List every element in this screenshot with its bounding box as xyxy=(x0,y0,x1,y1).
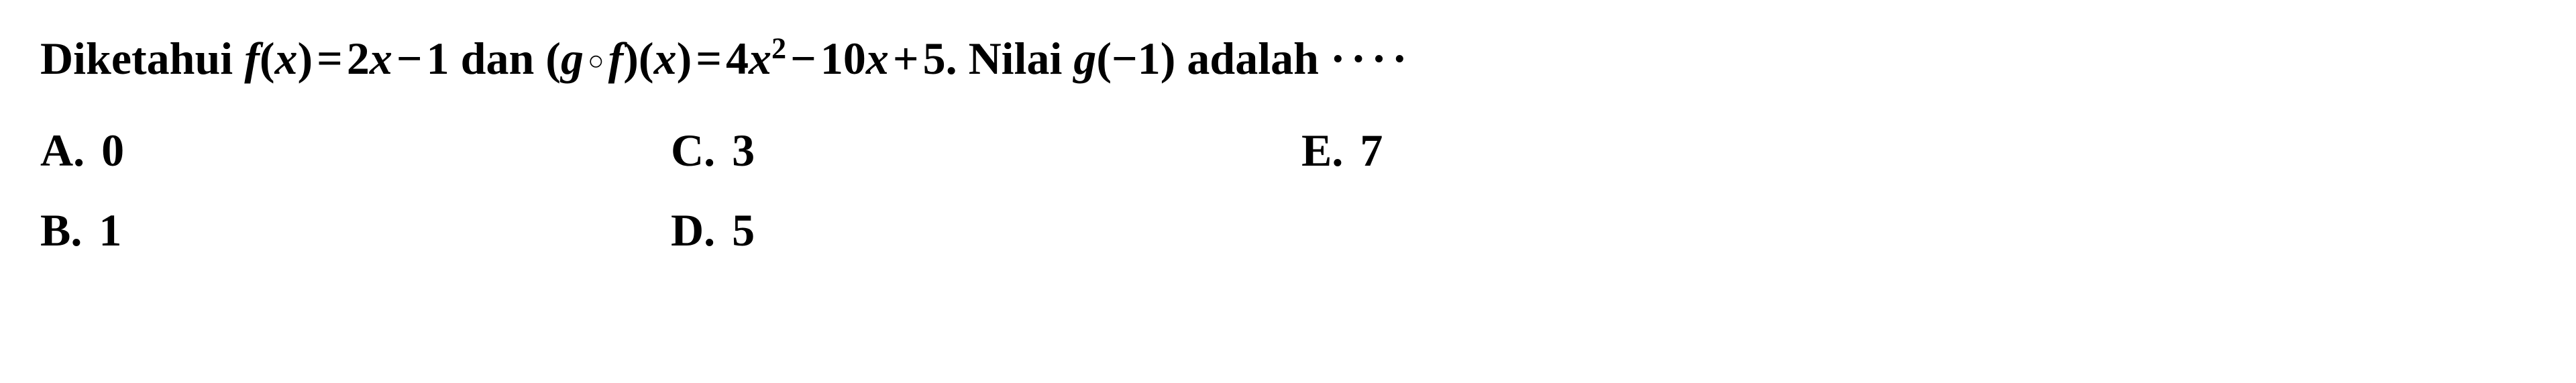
option-value: 1 xyxy=(99,204,121,257)
text-middle: dan xyxy=(461,33,546,84)
text-suffix: . Nilai xyxy=(946,33,1074,84)
options-row-2: B. 1 D. 5 xyxy=(40,204,2536,257)
math-gof-definition: (g○f)(x)=4x2−10x+5 xyxy=(545,33,945,84)
option-value: 0 xyxy=(101,124,124,177)
text-prefix: Diketahui xyxy=(40,33,244,84)
option-label: B. xyxy=(40,204,82,257)
option-a: A. 0 xyxy=(40,124,644,177)
option-value: 7 xyxy=(1360,124,1383,177)
option-label: C. xyxy=(671,124,715,177)
option-value: 5 xyxy=(732,204,755,257)
math-f-definition: f(x)=2x−1 xyxy=(244,33,449,84)
math-g-eval: g(−1) xyxy=(1073,33,1175,84)
option-e: E. 7 xyxy=(1301,124,1905,177)
option-c: C. 3 xyxy=(671,124,1275,177)
option-value: 3 xyxy=(732,124,755,177)
option-label: D. xyxy=(671,204,715,257)
ellipsis-dots: ···· xyxy=(1330,33,1413,84)
question-stem: Diketahui f(x)=2x−1 dan (g○f)(x)=4x2−10x… xyxy=(40,27,2536,91)
text-ending: adalah xyxy=(1187,33,1330,84)
option-label: E. xyxy=(1301,124,1343,177)
option-b: B. 1 xyxy=(40,204,644,257)
option-label: A. xyxy=(40,124,85,177)
option-d: D. 5 xyxy=(671,204,1275,257)
options-row-1: A. 0 C. 3 E. 7 xyxy=(40,124,2536,177)
